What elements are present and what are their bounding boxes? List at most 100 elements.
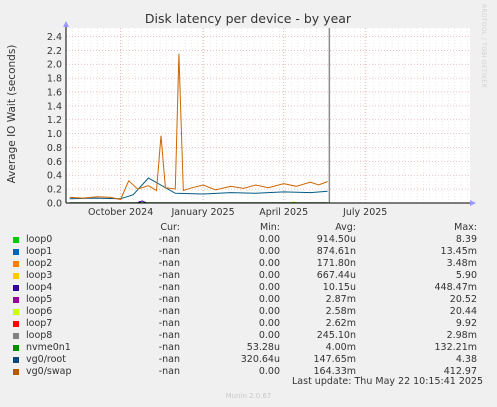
legend-row: loop2 -nan 0.00 171.80n 3.48m [0,258,497,270]
legend-avg: 10.15u [322,282,356,293]
legend-row: loop0 -nan 0.00 914.50u 8.39 [0,234,497,246]
legend-cur: -nan [158,258,180,269]
legend-name: loop7 [26,318,53,329]
x-tick-label: July 2025 [342,207,387,218]
legend-min: 0.00 [258,246,280,257]
legend-max: 448.47m [434,282,478,293]
legend-swatch [13,357,19,363]
axes [63,21,476,206]
legend-avg: 4.00m [325,342,356,353]
chart: 0.00.20.40.60.81.01.21.41.61.82.02.22.4 … [6,11,476,218]
legend-min: 0.00 [258,282,280,293]
header-max: Max: [454,222,477,233]
legend-avg: 147.65m [313,354,357,365]
legend-row: loop5 -nan 0.00 2.87m 20.52 [0,294,497,306]
legend-max: 9.92 [455,318,477,329]
legend-min: 0.00 [258,306,280,317]
header-avg: Avg: [335,222,356,233]
legend-row: loop7 -nan 0.00 2.62m 9.92 [0,318,497,330]
y-tick-label: 1.6 [47,87,62,98]
legend-row: loop3 -nan 0.00 667.44u 5.90 [0,270,497,282]
y-tick-label: 0.4 [47,171,62,182]
legend-name: loop5 [26,294,53,305]
legend-max: 132.21m [434,342,478,353]
legend-swatch [13,285,19,291]
header-cur: Cur: [160,222,180,233]
legend-name: vg0/root [26,354,66,365]
series-line-vg0-swap [69,53,328,201]
y-tick-label: 0.0 [47,199,62,210]
y-tick-label: 1.4 [47,101,62,112]
y-tick-label: 2.4 [47,32,62,43]
legend-swatch [13,249,19,255]
legend-name: loop8 [26,330,53,341]
last-update: Last update: Thu May 22 10:15:41 2025 [292,376,483,387]
legend-avg: 874.61n [316,246,356,257]
header-min: Min: [259,222,280,233]
legend-swatch [13,321,19,327]
legend-max: 20.44 [449,306,477,317]
y-axis-arrow [63,21,69,27]
legend-max: 8.39 [455,234,477,245]
legend-min: 0.00 [258,270,280,281]
y-tick-label: 1.0 [47,129,62,140]
legend-avg: 914.50u [316,234,356,245]
legend-min: 0.00 [258,366,280,377]
legend-swatch [13,237,19,243]
legend-row: loop1 -nan 0.00 874.61n 13.45m [0,246,497,258]
legend-max: 3.48m [446,258,477,269]
legend-row: loop8 -nan 0.00 245.10n 2.98m [0,330,497,342]
legend-avg: 2.62m [325,318,356,329]
legend-cur: -nan [158,366,180,377]
legend-name: loop6 [26,306,53,317]
legend-avg: 667.44u [316,270,356,281]
y-tick-labels: 0.0 0.2 0.4 0.6 0.8 1.0 1.2 1.4 1.6 1.8 2.0 2.2 2.4 [47,32,62,210]
legend-cur: -nan [158,270,180,281]
legend-avg: 2.58m [325,306,356,317]
legend-cur: -nan [158,354,180,365]
y-tick-label: 0.6 [47,157,62,168]
y-tick-label: 2.0 [47,60,62,71]
y-tick-label: 1.8 [47,74,62,85]
legend-cur: -nan [158,294,180,305]
legend-name: loop3 [26,270,53,281]
chart-title: Disk latency per device - by year [145,11,352,26]
x-tick-label: October 2024 [88,207,153,218]
y-tick-label: 1.2 [47,115,62,126]
legend-row: loop6 -nan 0.00 2.58m 20.44 [0,306,497,318]
legend-cur: -nan [158,318,180,329]
legend-swatch [13,345,19,351]
legend-avg: 164.33m [313,366,357,377]
legend-row: vg0/root -nan 320.64u 147.65m 4.38 [0,354,497,366]
legend-swatch [13,261,19,267]
legend-max: 5.90 [455,270,477,281]
legend-swatch [13,369,19,375]
x-tick-label: January 2025 [170,207,234,218]
x-tick-label: April 2025 [259,207,308,218]
legend-name: loop2 [26,258,53,269]
legend-max: 4.38 [455,354,477,365]
legend-cur: -nan [158,330,180,341]
legend-name: loop1 [26,246,53,257]
x-tick-labels: October 2024 January 2025 April 2025 July 2… [88,207,387,218]
legend-min: 53.28u [246,342,280,353]
y-tick-label: 2.2 [47,46,62,57]
legend-row: loop4 -nan 0.00 10.15u 448.47m [0,282,497,294]
legend-avg: 245.10n [316,330,356,341]
x-axis-arrow [470,200,476,206]
y-tick-label: 0.8 [47,143,62,154]
legend-cur: -nan [158,282,180,293]
legend-min: 0.00 [258,294,280,305]
plot-area [66,28,470,203]
y-tick-label: 0.2 [47,185,62,196]
legend-min: 0.00 [258,318,280,329]
legend-max: 13.45m [440,246,477,257]
legend-swatch [13,309,19,315]
legend-name: loop0 [26,234,53,245]
legend-row: nvme0n1 -nan 53.28u 4.00m 132.21m [0,342,497,354]
legend-max: 20.52 [449,294,477,305]
legend-max: 412.97 [443,366,477,377]
legend-cur: -nan [158,234,180,245]
legend-avg: 171.80n [316,258,356,269]
legend-min: 0.00 [258,234,280,245]
